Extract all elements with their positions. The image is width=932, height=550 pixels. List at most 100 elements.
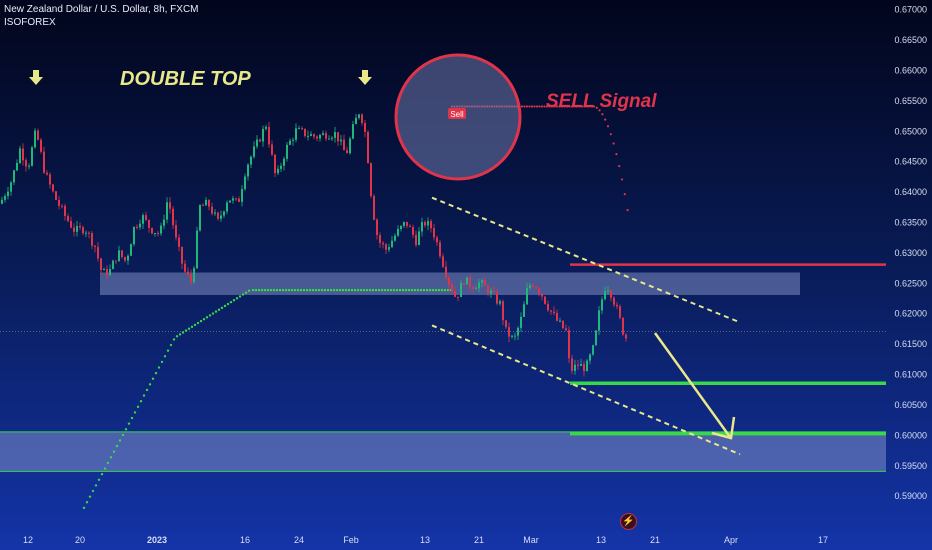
- candle-up: [205, 200, 207, 206]
- forecast-arrow: [653, 332, 736, 440]
- candle-up: [76, 225, 78, 232]
- candle-up: [322, 133, 324, 135]
- candle-down: [376, 219, 378, 236]
- candle-up: [16, 163, 18, 171]
- indicator-dot: [311, 288, 315, 292]
- indicator-dot: [395, 288, 399, 292]
- sell-indicator-dot: [543, 105, 546, 108]
- candle-up: [214, 212, 216, 214]
- indicator-dot: [91, 489, 95, 493]
- candle-down: [49, 174, 51, 185]
- y-tick-label: 0.65500: [894, 96, 927, 106]
- candle-down: [433, 228, 435, 238]
- candle-up: [511, 335, 513, 337]
- sell-tag: Sell: [450, 110, 464, 119]
- indicator-dot: [145, 388, 149, 392]
- candle-up: [7, 191, 9, 197]
- candle-up: [253, 146, 255, 157]
- candle-up: [292, 139, 294, 141]
- candle-up: [517, 327, 519, 336]
- indicator-dot: [278, 288, 282, 292]
- candle-down: [406, 221, 408, 226]
- indicator-dot: [425, 288, 429, 292]
- indicator-dot: [223, 304, 227, 308]
- candle-up: [403, 221, 405, 226]
- indicator-dot: [275, 288, 279, 292]
- candle-down: [43, 151, 45, 173]
- candle-up: [28, 165, 30, 167]
- indicator-dot: [169, 343, 173, 347]
- candle-down: [412, 227, 414, 235]
- indicator-dot: [127, 422, 131, 425]
- sell-indicator-dot: [550, 105, 554, 108]
- indicator-dot: [314, 288, 318, 292]
- sell-indicator-dot: [528, 105, 531, 108]
- candle-down: [502, 301, 504, 321]
- x-tick-label: 20: [75, 535, 85, 545]
- indicator-dot: [335, 288, 339, 292]
- sell-indicator-dot: [580, 105, 584, 108]
- candle-down: [484, 280, 486, 286]
- sell-tag-box: [448, 108, 466, 119]
- candle-up: [241, 189, 243, 202]
- candle-down: [550, 310, 552, 312]
- candle-up: [298, 128, 300, 130]
- sell-indicator-dot: [525, 105, 529, 108]
- lightning-icon[interactable]: ⚡: [620, 513, 637, 530]
- x-tick-label: 21: [474, 535, 484, 545]
- candle-up: [580, 364, 582, 366]
- candle-down: [40, 139, 42, 152]
- sell-indicator-dot: [540, 105, 544, 108]
- x-tick-label: Mar: [523, 535, 539, 545]
- sell-indicator-dot: [583, 105, 586, 108]
- indicator-dot: [226, 302, 230, 306]
- sell-indicator-dot: [553, 105, 556, 108]
- indicator-dot: [100, 472, 104, 476]
- indicator-dot: [257, 288, 261, 292]
- indicator-dot: [172, 338, 176, 341]
- candle-down: [610, 290, 612, 298]
- indicator-dot: [416, 288, 420, 292]
- candle-down: [493, 290, 495, 293]
- sell-indicator-dot: [523, 105, 526, 108]
- candle-down: [565, 328, 567, 331]
- candle-up: [340, 139, 342, 142]
- indicator-dot: [317, 288, 321, 292]
- candle-down: [271, 144, 273, 155]
- candle-up: [592, 345, 594, 355]
- candle-down: [544, 296, 546, 304]
- indicator-dot: [142, 394, 146, 397]
- candle-down: [73, 227, 75, 232]
- candle-up: [319, 134, 321, 139]
- indicator-dot: [163, 355, 167, 358]
- sell-indicator-dot: [595, 106, 598, 109]
- candle-up: [10, 182, 12, 192]
- y-tick-label: 0.63000: [894, 248, 927, 258]
- indicator-dot: [220, 306, 224, 310]
- candle-down: [70, 220, 72, 228]
- candle-down: [409, 225, 411, 228]
- candle-down: [145, 215, 147, 220]
- candle-down: [547, 303, 549, 311]
- candle-down: [25, 160, 27, 167]
- down-arrow-icon: [358, 70, 372, 85]
- y-tick-label: 0.60500: [894, 400, 927, 410]
- candle-up: [31, 147, 33, 166]
- candle-down: [613, 297, 615, 305]
- indicator-dot: [199, 319, 203, 323]
- candle-up: [19, 148, 21, 164]
- candle-down: [364, 122, 366, 132]
- indicator-dot: [208, 314, 212, 317]
- candle-up: [229, 200, 231, 203]
- candle-down: [469, 277, 471, 288]
- y-axis: 0.67000 0.66500 0.66000 0.65500 0.65000 0.645…: [894, 5, 927, 502]
- candle-up: [601, 299, 603, 311]
- indicator-dot: [329, 288, 333, 292]
- candle-down: [169, 202, 171, 209]
- indicator-dot: [82, 506, 86, 510]
- candle-down: [124, 257, 126, 261]
- indicator-dot: [175, 335, 179, 338]
- candle-up: [220, 215, 222, 219]
- sell-indicator-dot: [598, 109, 601, 112]
